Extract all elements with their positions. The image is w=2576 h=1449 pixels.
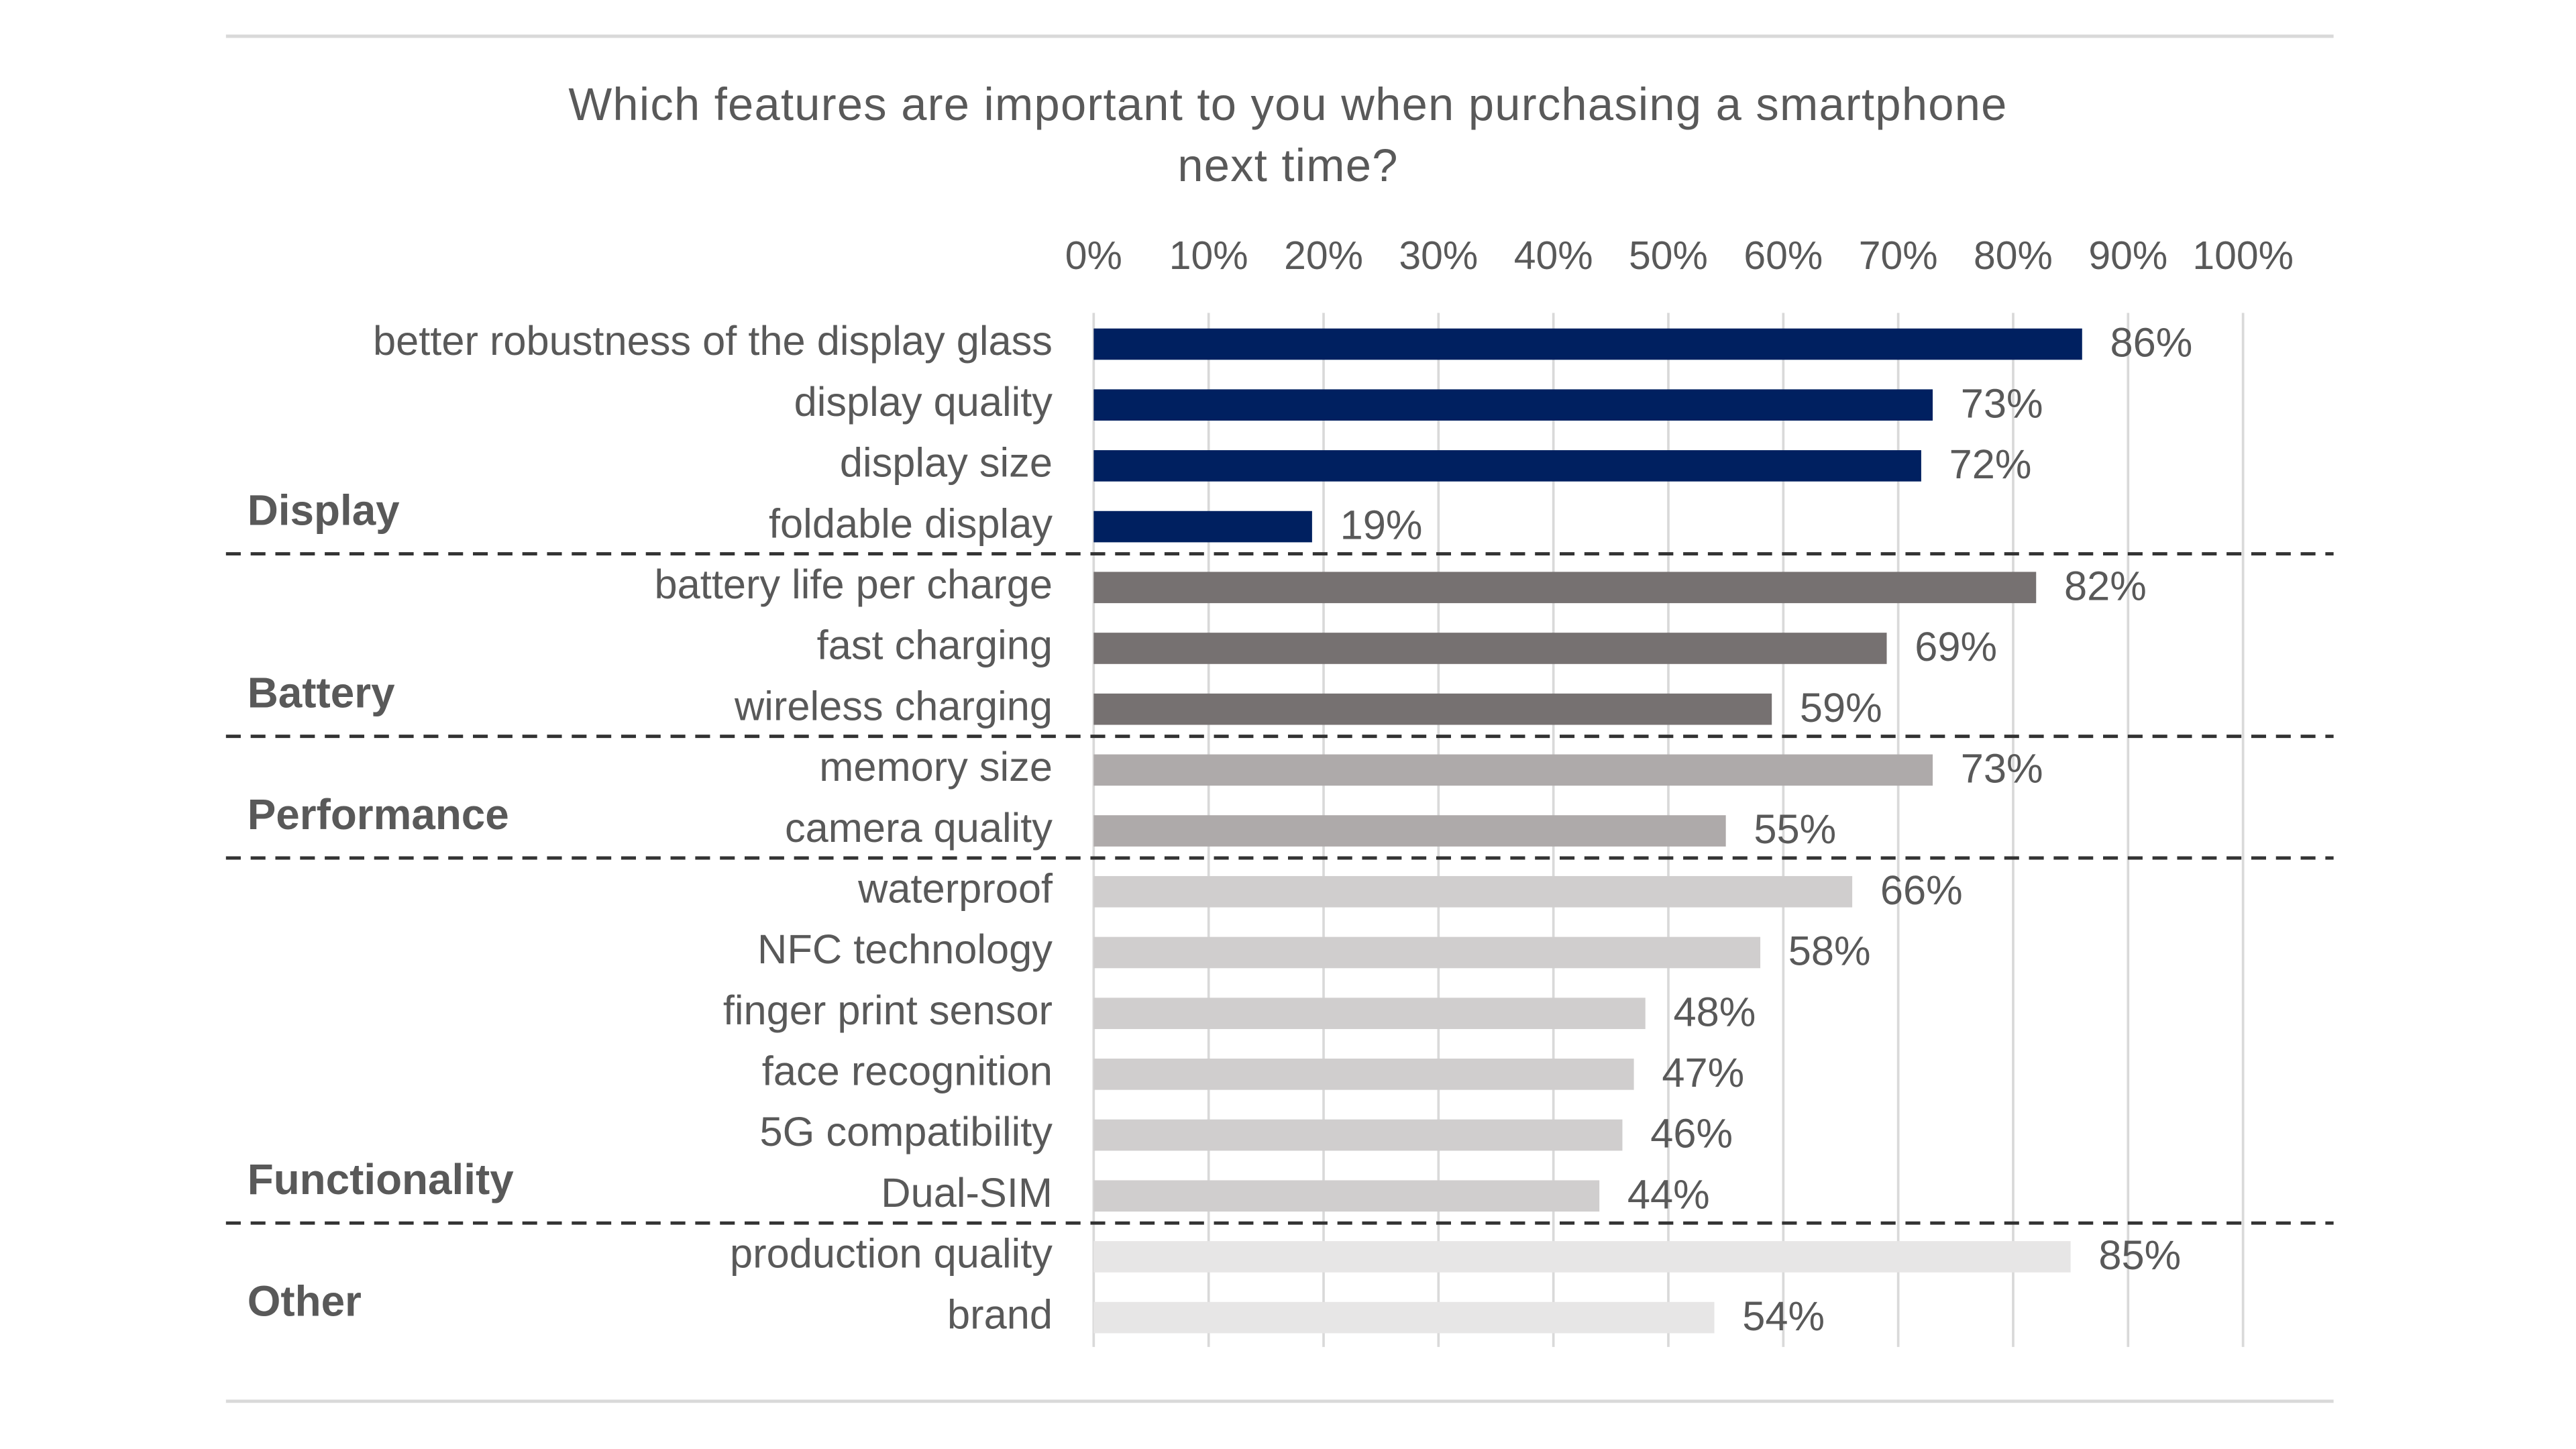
bar — [1093, 998, 1646, 1029]
category-label: brand — [947, 1291, 1053, 1338]
category-label: foldable display — [769, 500, 1053, 547]
bar — [1093, 450, 1921, 482]
category-label: camera quality — [785, 805, 1053, 851]
value-label: 59% — [1800, 685, 1882, 731]
value-label: 66% — [1880, 867, 1963, 914]
group-label: Performance — [248, 790, 509, 839]
value-label: 55% — [1754, 806, 1836, 853]
category-label: display quality — [794, 379, 1053, 425]
category-label: battery life per charge — [655, 561, 1053, 608]
category-label: waterproof — [857, 865, 1053, 912]
group-label: Other — [248, 1277, 362, 1325]
category-label: memory size — [819, 744, 1053, 790]
value-label: 47% — [1662, 1050, 1744, 1096]
bar — [1093, 572, 2037, 604]
category-label: wireless charging — [734, 683, 1053, 729]
category-label: fast charging — [817, 623, 1053, 669]
value-label: 19% — [1340, 502, 1423, 549]
x-tick-label: 10% — [1169, 234, 1248, 278]
x-tick-label: 0% — [1065, 234, 1122, 278]
x-tick-label: 40% — [1514, 234, 1593, 278]
bar — [1093, 1241, 2071, 1273]
bar — [1093, 511, 1312, 543]
bar — [1093, 754, 1933, 786]
bar — [1093, 1119, 1623, 1151]
bar — [1093, 389, 1933, 421]
category-label: better robustness of the display glass — [373, 318, 1053, 364]
value-label: 46% — [1650, 1111, 1733, 1157]
bar — [1093, 875, 1853, 908]
x-tick-label: 90% — [2088, 234, 2167, 278]
bar — [1093, 1180, 1600, 1212]
x-tick-label: 20% — [1284, 234, 1363, 278]
value-label: 48% — [1673, 989, 1756, 1035]
category-label: 5G compatibility — [760, 1109, 1053, 1155]
value-label: 82% — [2064, 563, 2147, 609]
x-tick-label: 60% — [1743, 234, 1823, 278]
group-label: Battery — [248, 668, 395, 716]
x-tick-label: 50% — [1629, 234, 1708, 278]
category-label: finger print sensor — [723, 987, 1053, 1034]
group-label: Display — [248, 486, 400, 534]
category-label: face recognition — [762, 1049, 1053, 1095]
x-tick-label: 80% — [1974, 234, 2053, 278]
bar — [1093, 936, 1761, 969]
value-label: 85% — [2098, 1232, 2181, 1279]
value-label: 54% — [1742, 1293, 1825, 1340]
value-label: 58% — [1788, 928, 1871, 975]
x-tick-label: 30% — [1399, 234, 1478, 278]
value-label: 73% — [1961, 380, 2043, 427]
group-label: Functionality — [248, 1155, 514, 1203]
category-label: NFC technology — [757, 926, 1053, 973]
chart-title: Which features are important to you when… — [568, 78, 2008, 191]
bar — [1093, 1059, 1634, 1090]
value-label: 73% — [1961, 746, 2043, 792]
bar — [1093, 328, 2082, 360]
bar — [1093, 693, 1772, 725]
value-label: 44% — [1627, 1171, 1710, 1218]
value-label: 69% — [1915, 624, 1997, 670]
title-container: Which features are important to you when… — [568, 78, 2008, 191]
bar — [1093, 633, 1887, 664]
x-tick-label: 100% — [2192, 234, 2294, 278]
category-label: display size — [840, 440, 1053, 486]
category-label: production quality — [730, 1231, 1053, 1277]
bar — [1093, 1301, 1715, 1334]
category-label: Dual-SIM — [881, 1170, 1053, 1216]
value-label: 72% — [1949, 441, 2032, 488]
bar — [1093, 815, 1726, 847]
x-tick-label: 70% — [1859, 234, 1938, 278]
value-label: 86% — [2110, 320, 2193, 366]
